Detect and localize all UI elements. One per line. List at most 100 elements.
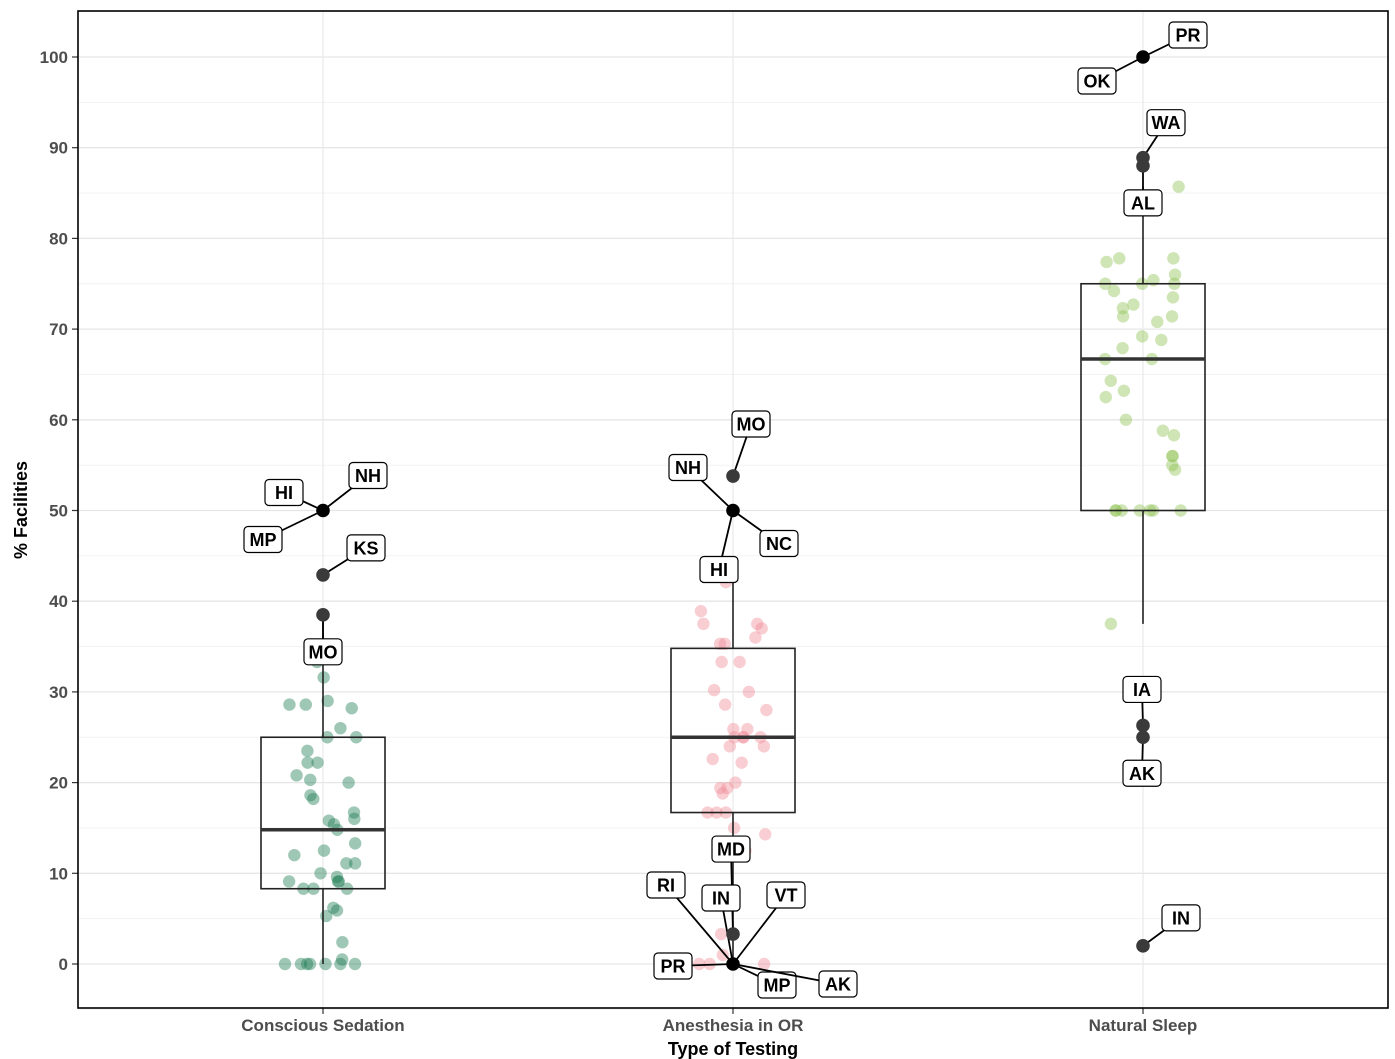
data-point xyxy=(697,617,710,631)
data-point xyxy=(757,740,771,753)
iqr-box xyxy=(670,647,796,814)
data-point xyxy=(304,789,317,802)
point-label: HI xyxy=(275,483,293,503)
outlier-point xyxy=(726,469,740,483)
data-point xyxy=(1104,617,1118,631)
point-label: WA xyxy=(1152,113,1181,133)
point-label: RI xyxy=(657,876,675,896)
point-label: AK xyxy=(825,975,851,995)
label-box xyxy=(701,884,741,912)
data-point xyxy=(304,773,317,787)
data-point xyxy=(348,837,362,850)
data-point xyxy=(327,818,341,831)
point-label: MP xyxy=(250,530,277,550)
point-label: IA xyxy=(1133,680,1151,700)
data-point xyxy=(1166,449,1179,463)
data-point xyxy=(694,604,708,618)
x-axis-title: Type of Testing xyxy=(668,1039,798,1059)
data-point xyxy=(757,957,771,971)
y-axis-title: % Facilities xyxy=(11,461,31,559)
data-point xyxy=(348,812,361,826)
data-point xyxy=(1100,255,1113,269)
outlier-points xyxy=(316,50,1150,971)
outlier-point xyxy=(316,608,330,622)
data-point xyxy=(727,821,741,835)
data-point xyxy=(334,957,347,971)
data-point xyxy=(307,792,320,806)
label-box xyxy=(1077,67,1117,95)
data-point xyxy=(1099,390,1112,404)
data-point xyxy=(283,698,296,711)
point-label: MO xyxy=(737,415,766,435)
label-box xyxy=(646,871,686,899)
y-tick-label: 40 xyxy=(49,592,68,611)
data-point xyxy=(1117,384,1131,397)
y-tick-label: 90 xyxy=(49,139,68,158)
data-point xyxy=(1127,298,1140,311)
data-point xyxy=(1113,252,1126,265)
data-point xyxy=(290,769,303,782)
data-point xyxy=(334,721,347,735)
data-point xyxy=(301,744,314,758)
y-tick-label: 60 xyxy=(49,411,68,430)
outlier-point xyxy=(316,568,330,582)
outlier-point xyxy=(1136,730,1150,745)
y-tick-label: 10 xyxy=(49,864,68,883)
y-tick-label: 0 xyxy=(59,955,68,974)
data-point xyxy=(1155,333,1168,347)
label-box xyxy=(731,410,771,438)
point-label: NH xyxy=(355,466,381,486)
data-point xyxy=(1172,180,1185,193)
label-box xyxy=(668,453,708,482)
data-point xyxy=(327,901,340,914)
jitter-points xyxy=(278,180,1187,971)
data-point xyxy=(319,957,332,971)
y-axis-ticks: 0 10 20 30 40 50 60 70 80 90 100 xyxy=(40,48,78,974)
x-axis-ticks: Conscious Sedation Anesthesia in OR Natura… xyxy=(241,1008,1197,1035)
data-point xyxy=(345,702,358,715)
data-point xyxy=(1167,252,1180,265)
data-point xyxy=(303,957,317,971)
data-point xyxy=(331,875,345,888)
outlier-point xyxy=(726,927,740,941)
point-label: HI xyxy=(710,560,728,580)
data-point xyxy=(1166,291,1180,304)
outlier-point xyxy=(316,503,330,518)
label-box xyxy=(348,461,388,490)
label-box xyxy=(303,638,343,666)
y-tick-label: 30 xyxy=(49,683,68,702)
point-labels: NH HI MP KS MO MO NH NC HI MD RI IN VT PR MP AK PR OK WA AL… xyxy=(243,21,1208,999)
y-tick-label: 80 xyxy=(49,229,68,248)
data-point xyxy=(1168,268,1182,281)
label-box xyxy=(1122,759,1162,787)
data-point xyxy=(723,740,736,753)
data-point xyxy=(330,870,344,884)
label-box xyxy=(766,881,806,909)
data-point xyxy=(713,637,727,651)
label-box xyxy=(711,835,751,863)
data-point xyxy=(300,957,314,971)
data-point xyxy=(301,756,314,769)
data-point xyxy=(335,953,349,966)
data-point xyxy=(716,948,729,962)
y-tick-label: 20 xyxy=(49,774,68,793)
data-point xyxy=(714,781,727,795)
x-tick-label: Conscious Sedation xyxy=(241,1016,404,1035)
label-box xyxy=(1168,21,1208,49)
point-label: MO xyxy=(309,642,338,662)
data-point xyxy=(1119,413,1133,426)
data-point xyxy=(1135,330,1149,343)
label-box xyxy=(346,534,386,562)
data-point xyxy=(294,957,308,971)
outlier-point xyxy=(1136,159,1150,173)
data-point xyxy=(330,904,344,917)
iqr-box xyxy=(1080,282,1206,512)
data-point xyxy=(718,698,732,711)
point-label: AK xyxy=(1129,764,1155,784)
data-point xyxy=(278,957,292,971)
point-label: IN xyxy=(712,889,730,909)
data-point xyxy=(1116,310,1130,323)
data-point xyxy=(332,875,346,888)
data-point xyxy=(1116,341,1129,355)
